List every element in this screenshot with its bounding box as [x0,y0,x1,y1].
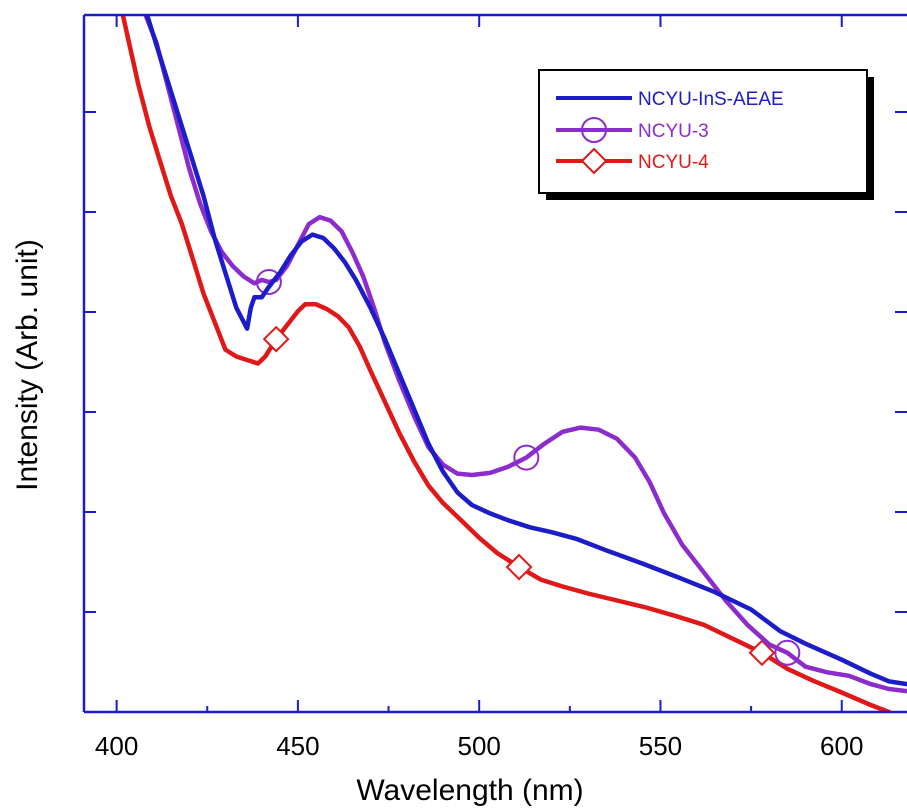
series-marker-NCYU-3 [774,639,801,666]
y-axis-title: Intensity (Arb. unit) [11,239,44,491]
series-layer [120,15,907,712]
legend-label-NCYU-3: NCYU-3 [638,121,709,142]
series-line-NCYU-InS-AEAE [144,15,907,687]
x-axis-title: Wavelength (nm) [356,774,583,807]
axes-layer [82,13,907,714]
series-marker-NCYU-3 [255,268,282,295]
ticks-layer: 400 450 500 550 600 [84,15,907,761]
legend-label-NCYU-4: NCYU-4 [638,152,709,173]
series-marker-NCYU-4 [748,639,776,667]
series-marker-NCYU-4 [505,553,533,581]
x-tick-label: 600 [820,731,863,761]
x-tick-label: 400 [95,731,138,761]
legend-marker-NCYU-4 [580,147,608,175]
x-tick-label: 550 [639,731,682,761]
legend-marker-NCYU-3 [581,117,607,143]
legend: NCYU-InS-AEAE NCYU-3 NCYU-4 [538,69,874,200]
series-marker-NCYU-4 [262,325,290,353]
x-tick-label: 450 [276,731,319,761]
x-tick-label: 500 [457,731,500,761]
series-line-NCYU-4 [120,15,892,712]
legend-entries: NCYU-InS-AEAE NCYU-3 NCYU-4 [556,89,784,175]
legend-label-NCYU-InS-AEAE: NCYU-InS-AEAE [638,89,784,110]
series-marker-NCYU-3 [513,444,540,471]
